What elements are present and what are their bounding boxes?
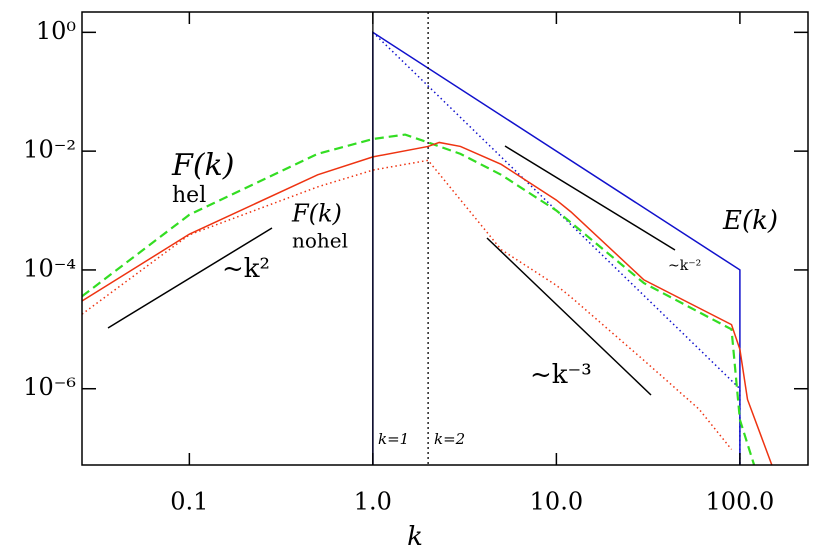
annotation: k=2 bbox=[434, 430, 465, 448]
x-tick-label: 100.0 bbox=[706, 488, 775, 516]
annotation: F(k) bbox=[291, 200, 342, 228]
x-tick-label: 10.0 bbox=[530, 488, 583, 516]
series-line bbox=[82, 159, 733, 450]
y-tick-label: 10⁻² bbox=[23, 136, 76, 164]
series-line bbox=[82, 141, 773, 465]
series-line bbox=[372, 31, 741, 465]
annotation: nohel bbox=[292, 229, 348, 253]
annotation: hel bbox=[172, 183, 206, 208]
annotation: F(k) bbox=[171, 148, 234, 183]
y-tick-label: 10⁰ bbox=[36, 17, 76, 45]
annotation: ~k⁻² bbox=[668, 258, 701, 274]
reference-line bbox=[107, 227, 273, 329]
series-line bbox=[82, 133, 756, 465]
annotation: k=1 bbox=[378, 430, 409, 448]
reference-line bbox=[504, 145, 676, 251]
y-tick-label: 10⁻⁶ bbox=[23, 373, 76, 401]
x-tick-label: 0.1 bbox=[170, 488, 208, 516]
plot-area bbox=[82, 30, 773, 465]
reference-line bbox=[486, 237, 652, 396]
x-axis-label: k bbox=[407, 522, 423, 552]
annotation: ~k⁻³ bbox=[530, 360, 592, 390]
x-tick-label: 1.0 bbox=[354, 488, 392, 516]
annotation: E(k) bbox=[722, 206, 778, 236]
y-tick-label: 10⁻⁴ bbox=[23, 254, 76, 282]
annotation: ~k² bbox=[222, 254, 270, 284]
plot-frame bbox=[81, 11, 809, 466]
